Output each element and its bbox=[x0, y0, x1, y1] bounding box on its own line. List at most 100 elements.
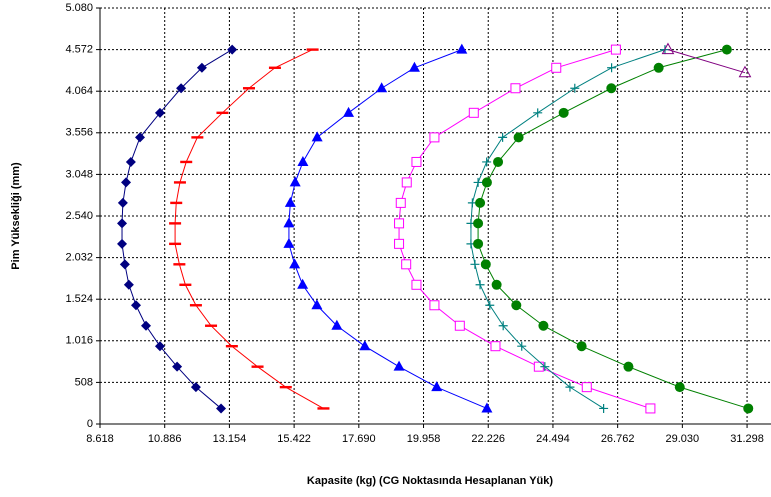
point bbox=[376, 82, 388, 93]
point bbox=[540, 362, 550, 372]
point bbox=[653, 62, 664, 73]
point bbox=[172, 361, 183, 372]
point bbox=[581, 382, 592, 393]
point bbox=[140, 320, 151, 331]
point bbox=[565, 382, 575, 392]
point bbox=[623, 361, 634, 372]
point bbox=[510, 83, 521, 94]
point bbox=[475, 197, 486, 208]
point bbox=[121, 177, 132, 188]
point bbox=[179, 283, 192, 286]
point bbox=[481, 402, 493, 413]
point bbox=[482, 157, 492, 167]
point bbox=[576, 341, 587, 352]
y-tick-label: 0 bbox=[87, 418, 93, 430]
series-line bbox=[174, 49, 324, 409]
point bbox=[283, 217, 295, 228]
y-tick-label: 5.080 bbox=[65, 2, 93, 14]
point bbox=[173, 181, 186, 184]
x-tick-label: 29.030 bbox=[666, 433, 700, 445]
point bbox=[470, 259, 480, 269]
point bbox=[533, 108, 543, 118]
x-tick-label: 13.154 bbox=[213, 433, 247, 445]
point bbox=[180, 160, 193, 164]
point bbox=[551, 62, 562, 73]
point bbox=[606, 83, 617, 94]
point bbox=[661, 42, 675, 55]
y-axis-label: Pim Yüksekliği (mm) bbox=[10, 162, 22, 270]
point bbox=[394, 238, 405, 249]
point bbox=[190, 382, 201, 393]
point bbox=[119, 259, 130, 270]
point bbox=[498, 132, 508, 142]
point bbox=[456, 43, 468, 54]
point bbox=[743, 403, 754, 414]
point bbox=[411, 279, 422, 290]
point bbox=[225, 345, 238, 348]
point bbox=[401, 259, 412, 270]
y-tick-label: 2.540 bbox=[65, 210, 93, 222]
point bbox=[473, 218, 484, 229]
point bbox=[279, 385, 292, 389]
point bbox=[134, 132, 145, 143]
y-tick-label: 3.048 bbox=[65, 168, 93, 180]
point bbox=[169, 242, 182, 246]
x-tick-label: 22.226 bbox=[471, 433, 505, 445]
point bbox=[123, 279, 134, 290]
point bbox=[511, 300, 522, 311]
point bbox=[454, 320, 465, 331]
x-tick-label: 15.422 bbox=[277, 433, 311, 445]
y-tick-label: 1.016 bbox=[65, 335, 93, 347]
point bbox=[538, 320, 549, 331]
point bbox=[517, 341, 527, 351]
x-tick-label: 26.762 bbox=[601, 433, 635, 445]
point bbox=[117, 197, 128, 208]
x-tick-label: 8.618 bbox=[86, 433, 114, 445]
point bbox=[117, 218, 128, 229]
x-tick-label: 19.958 bbox=[407, 433, 441, 445]
point bbox=[493, 156, 504, 167]
point bbox=[498, 321, 508, 331]
point bbox=[154, 341, 165, 352]
point bbox=[131, 300, 142, 311]
series-line bbox=[470, 49, 666, 409]
point bbox=[189, 304, 202, 307]
point bbox=[125, 156, 136, 167]
point bbox=[429, 300, 440, 311]
series-line bbox=[667, 49, 746, 74]
point bbox=[394, 218, 405, 229]
y-tick-label: 3.556 bbox=[65, 127, 93, 139]
point bbox=[173, 263, 186, 266]
point bbox=[570, 83, 580, 93]
point bbox=[558, 107, 569, 118]
point bbox=[395, 197, 406, 208]
point bbox=[317, 407, 330, 410]
point bbox=[393, 360, 405, 371]
point bbox=[297, 278, 309, 289]
point bbox=[481, 177, 492, 188]
point bbox=[607, 63, 617, 73]
point bbox=[251, 365, 264, 368]
point bbox=[401, 177, 412, 188]
point bbox=[176, 83, 187, 94]
point bbox=[599, 403, 609, 413]
y-tick-label: 508 bbox=[75, 376, 93, 388]
series-line bbox=[288, 49, 488, 409]
point bbox=[289, 176, 301, 187]
x-tick-label: 17.690 bbox=[342, 433, 376, 445]
point bbox=[191, 136, 204, 139]
point bbox=[475, 280, 485, 290]
point bbox=[268, 66, 281, 69]
point bbox=[289, 258, 301, 269]
series-line bbox=[121, 49, 233, 409]
point bbox=[297, 155, 309, 166]
series-line bbox=[477, 49, 749, 409]
point bbox=[331, 319, 343, 330]
y-tick-label: 4.064 bbox=[65, 85, 93, 97]
point bbox=[283, 237, 295, 248]
y-tick-label: 1.524 bbox=[65, 293, 93, 305]
point bbox=[306, 48, 319, 51]
point bbox=[196, 62, 207, 73]
